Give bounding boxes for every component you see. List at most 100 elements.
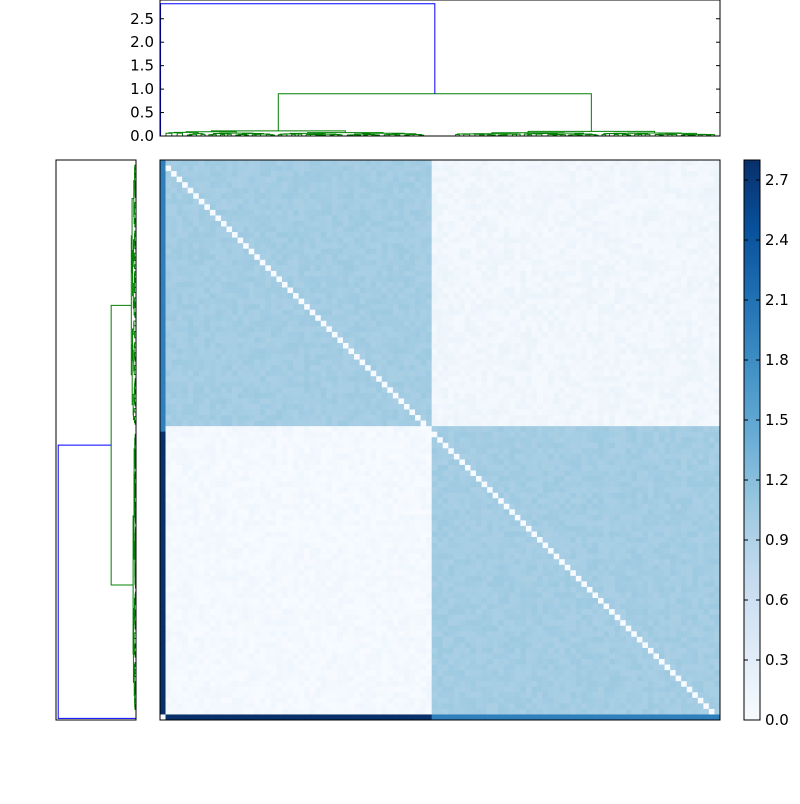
heatmap-cell [465,343,471,349]
heatmap-cell [676,232,682,238]
heatmap-cell [448,182,454,188]
heatmap-cell [393,188,399,194]
heatmap-cell [565,365,571,371]
heatmap-cell [238,177,244,183]
heatmap-cell [493,404,499,410]
heatmap-cell [631,310,637,316]
heatmap-cell [193,410,199,416]
heatmap-cell [565,321,571,327]
heatmap-cell [520,276,526,282]
heatmap-cell [476,276,482,282]
heatmap-cell [459,398,465,404]
heatmap-cell [648,293,654,299]
heatmap-cell [371,365,377,371]
heatmap-cell [592,288,598,294]
heatmap-cell [604,315,610,321]
heatmap-cell [432,265,438,271]
heatmap-cell [171,332,177,338]
heatmap-cell [437,299,443,305]
heatmap-cell [182,265,188,271]
heatmap-cell [404,238,410,244]
heatmap-cell [432,249,438,255]
heatmap-cell [493,343,499,349]
heatmap-cell [254,232,260,238]
heatmap-cell [471,387,477,393]
heatmap-cell [193,371,199,377]
heatmap-cell [576,243,582,249]
heatmap-cell [360,404,366,410]
heatmap-cell [260,271,266,277]
heatmap-cell [321,193,327,199]
heatmap-cell [615,227,621,233]
heatmap-cell [659,171,665,177]
heatmap-cell [565,304,571,310]
heatmap-cell [581,332,587,338]
heatmap-cell [592,238,598,244]
heatmap-cell [398,171,404,177]
heatmap-cell [642,199,648,205]
heatmap-cell [293,243,299,249]
heatmap-cell [459,221,465,227]
heatmap-cell [709,326,715,332]
heatmap-cell [415,182,421,188]
heatmap-cell [598,193,604,199]
heatmap-cell [626,232,632,238]
heatmap-cell [382,199,388,205]
heatmap-cell [482,166,488,172]
heatmap-cell [487,232,493,238]
heatmap-cell [188,271,194,277]
heatmap-cell [415,232,421,238]
heatmap-cell [642,326,648,332]
heatmap-cell [221,171,227,177]
heatmap-cell [382,288,388,294]
heatmap-cell [393,182,399,188]
heatmap-cell [648,288,654,294]
heatmap-cell [232,360,238,366]
heatmap-cell [343,276,349,282]
heatmap-cell [354,393,360,399]
heatmap-cell [548,282,554,288]
heatmap-cell [531,321,537,327]
heatmap-cell [393,243,399,249]
heatmap-cell [587,387,593,393]
heatmap-cell [315,365,321,371]
heatmap-cell [349,315,355,321]
heatmap-cell [698,210,704,216]
heatmap-cell [387,365,393,371]
heatmap-cell [276,227,282,233]
heatmap-cell [581,171,587,177]
heatmap-cell [581,210,587,216]
heatmap-cell [421,371,427,377]
heatmap-cell [576,332,582,338]
heatmap-cell [343,398,349,404]
heatmap-cell [299,415,305,421]
heatmap-cell [293,326,299,332]
heatmap-cell [382,293,388,299]
heatmap-cell [304,415,310,421]
heatmap-cell [243,188,249,194]
heatmap-cell [404,254,410,260]
heatmap-cell [171,349,177,355]
heatmap-cell [227,243,233,249]
heatmap-cell [326,227,332,233]
heatmap-cell [531,410,537,416]
heatmap-cell [304,276,310,282]
heatmap-cell [415,404,421,410]
heatmap-cell [498,182,504,188]
heatmap-cell [598,376,604,382]
heatmap-cell [509,260,515,266]
heatmap-cell [293,215,299,221]
heatmap-cell [459,210,465,216]
heatmap-cell [177,398,183,404]
heatmap-cell [182,282,188,288]
heatmap-cell [426,310,432,316]
heatmap-cell [570,310,576,316]
heatmap-cell [421,349,427,355]
heatmap-cell [238,249,244,255]
heatmap-cell [254,243,260,249]
heatmap-cell [504,410,510,416]
heatmap-cell [448,254,454,260]
heatmap-cell [332,188,338,194]
heatmap-cell [676,182,682,188]
heatmap-cell [227,354,233,360]
